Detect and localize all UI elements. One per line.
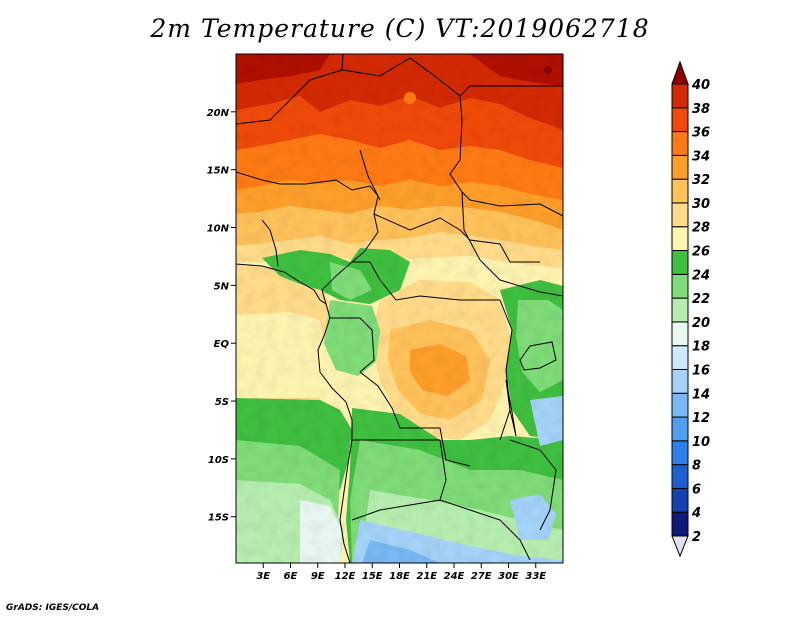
colorbar-label: 38: [692, 102, 710, 117]
lat-tick-label: 5S: [215, 397, 229, 408]
colorbar-under-arrow: [671, 535, 689, 558]
colorbar-label: 34: [692, 149, 710, 164]
border-angola-namibia: [351, 439, 447, 521]
coastline-west: [236, 263, 353, 563]
temperature-field: [236, 54, 563, 563]
lat-tick-label: 10N: [207, 224, 230, 235]
boundaries: [236, 54, 563, 563]
border-chad-car-sudan: [373, 213, 540, 263]
border-mali-algeria: [236, 54, 344, 125]
colorbar-segment: [671, 440, 689, 466]
lat-tick-label: 20N: [207, 108, 230, 119]
border-drc-angola: [359, 371, 471, 467]
colorbar-label: 28: [692, 221, 710, 236]
map-title: 2m Temperature (C) VT:2019062718: [150, 14, 650, 43]
colorbar-segment: [671, 250, 689, 275]
lat-tick-label: 15N: [207, 166, 230, 177]
colorbar-segment: [671, 464, 689, 489]
lat-tick-label: 15S: [208, 513, 229, 524]
border-niger-nigeria: [236, 171, 379, 215]
lon-tick-label: 21E: [416, 571, 437, 582]
lon-tick-label: 30E: [498, 571, 519, 582]
border-sudan-southsudan: [461, 191, 541, 293]
colorbar-segment: [671, 321, 689, 347]
border-libya-egypt: [459, 85, 563, 97]
colorbar-segment: [671, 392, 689, 418]
lon-tick-label: 24E: [444, 571, 465, 582]
colorbar-segment: [671, 273, 689, 299]
border-gabon-congo: [330, 317, 375, 373]
border-car-drc: [352, 261, 500, 301]
border-benin-nigeria: [261, 219, 279, 267]
lon-tick-label: 12E: [335, 571, 356, 582]
colorbar-segment: [671, 297, 689, 323]
colorbar-label: 18: [692, 340, 710, 355]
colorbar-label: 24: [692, 268, 710, 283]
colorbar-segment: [671, 131, 689, 156]
border-malawi: [509, 439, 557, 531]
colorbar-segment: [671, 178, 689, 204]
colorbar-label: 2: [692, 530, 701, 545]
colorbar-segment: [671, 511, 689, 537]
colorbar-segment: [671, 226, 689, 252]
colorbar-segment: [671, 202, 689, 228]
lon-tick-label: 3E: [256, 571, 270, 582]
colorbar-label: 22: [692, 292, 710, 307]
colorbar-label: 32: [692, 173, 710, 188]
lat-tick-label: 10S: [208, 455, 229, 466]
latitude-axis: 20N 15N 10N 5N EQ 5S 10S 15S: [207, 108, 236, 524]
colorbar-label: 12: [692, 411, 710, 426]
colorbar-over-arrow: [671, 60, 689, 85]
longitude-axis: 3E 6E 9E 12E 15E 18E 21E 24E 27E 30E 33E: [256, 563, 546, 582]
colorbar-label: 36: [692, 126, 710, 141]
lon-tick-label: 15E: [362, 571, 383, 582]
field-texture: [236, 54, 563, 563]
colorbar-label: 16: [692, 363, 710, 378]
colorbar-segment: [671, 416, 689, 442]
lon-tick-label: 6E: [284, 571, 298, 582]
colorbar-label: 30: [692, 197, 710, 212]
border-niger-libya-chad: [342, 57, 563, 217]
lake-chad-outline: [359, 149, 381, 201]
lake-victoria: [519, 341, 557, 371]
lat-tick-label: EQ: [214, 339, 230, 350]
border-drc-east: [499, 299, 513, 441]
lon-tick-label: 27E: [471, 571, 492, 582]
colorbar-label: 40: [691, 78, 710, 93]
lat-tick-label: 5N: [214, 281, 230, 292]
colorbar-label: 6: [692, 482, 701, 497]
colorbar-label: 8: [692, 459, 701, 474]
lake-tanganyika: [505, 379, 517, 437]
colorbar-label: 10: [692, 435, 710, 450]
lon-tick-label: 33E: [525, 571, 546, 582]
colorbar-segment: [671, 107, 689, 133]
colorbar-segment: [671, 154, 689, 180]
colorbar-label: 26: [692, 245, 710, 260]
lon-tick-label: 9E: [311, 571, 325, 582]
colorbar-segment: [671, 368, 689, 394]
colorbar-segment: [671, 345, 689, 370]
colorbar-label: 14: [692, 387, 710, 402]
colorbar-segment: [671, 487, 689, 513]
border-zambia-zimbabwe: [439, 499, 531, 561]
border-uganda-kenya: [539, 291, 563, 297]
colorbar-segment: [671, 83, 689, 109]
credit-label: GrADS: IGES/COLA: [6, 603, 100, 613]
lon-tick-label: 18E: [389, 571, 410, 582]
colorbar-label: 4: [691, 506, 701, 521]
colorbar-label: 20: [692, 316, 710, 331]
